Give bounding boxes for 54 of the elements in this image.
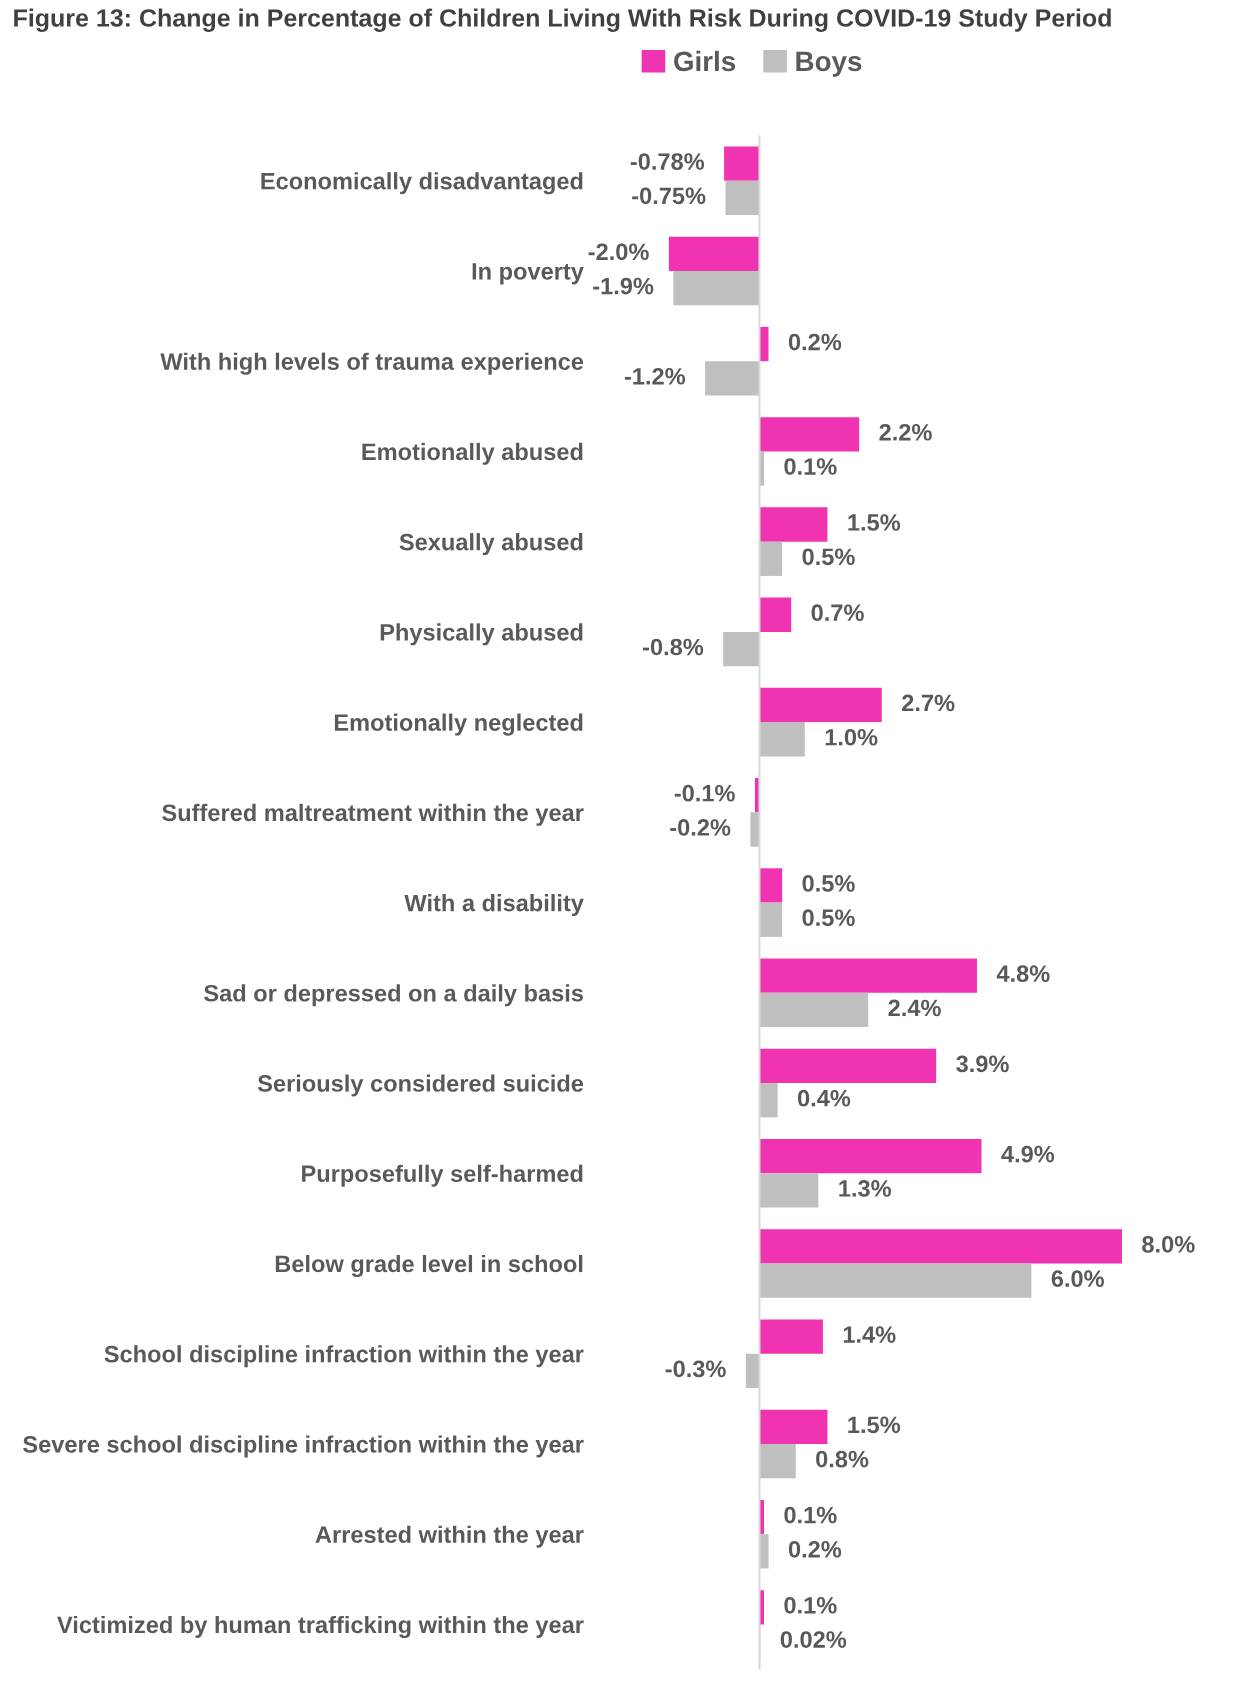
data-label: 0.1% [784, 1596, 837, 1614]
data-label: 2.7% [902, 694, 955, 712]
data-label: 0.1% [784, 1506, 837, 1524]
y-tick-label: Severe school discipline infraction within the year [23, 1435, 584, 1458]
data-label: 0.2% [788, 333, 842, 351]
data-label: 1.5% [848, 514, 901, 531]
data-label: 1.3% [839, 1180, 892, 1197]
legend-label: Girls [674, 50, 736, 72]
y-tick-label: Victimized by human trafficking within the year [57, 1615, 584, 1639]
data-label: -1.2% [624, 367, 686, 385]
y-tick-label: Purposefully self-harmed [302, 1164, 583, 1187]
data-label: -0.2% [670, 819, 731, 836]
data-label: 3.9% [956, 1055, 1009, 1073]
data-label: 2.4% [888, 999, 941, 1017]
data-label: 1.0% [825, 728, 878, 746]
data-label: 0.4% [797, 1089, 851, 1107]
y-tick-label: With a disability [404, 894, 584, 917]
y-tick-label: Sexually abused [399, 533, 583, 556]
data-label: 6.0% [1051, 1270, 1104, 1288]
legend-label: Boys [796, 51, 862, 77]
data-label: 2.2% [879, 423, 932, 441]
data-label: 0.5% [802, 909, 855, 927]
data-label: 0.5% [802, 875, 855, 892]
data-label: 1.5% [848, 1416, 901, 1434]
data-label: -1.9% [593, 277, 654, 295]
y-tick-label: Economically disadvantaged [261, 172, 583, 195]
y-tick-label: With high levels of trauma experience [160, 352, 584, 375]
y-tick-label: Below grade level in school [275, 1254, 583, 1278]
data-label: 0.7% [811, 604, 864, 622]
data-label: 4.8% [996, 965, 1050, 983]
y-tick-label: In poverty [472, 263, 584, 285]
data-label: 8.0% [1142, 1236, 1195, 1253]
data-label: 4.9% [1001, 1145, 1055, 1163]
data-label: 0.5% [802, 548, 855, 566]
y-tick-label: Suffered maltreatment within the year [162, 803, 584, 826]
y-tick-label: Emotionally abused [362, 442, 583, 465]
chart-title: Figure 13: Change in Percentage of Children Living With Risk During COVID-19 Study Period [14, 8, 1111, 32]
data-label: -0.1% [674, 784, 735, 802]
data-label: 0.2% [788, 1540, 842, 1558]
data-label: -0.3% [665, 1360, 726, 1378]
data-label: -0.78% [630, 153, 705, 170]
y-tick-label: Seriously considered suicide [257, 1074, 584, 1097]
data-label: -2.0% [588, 243, 649, 261]
y-tick-label: School discipline infraction within the year [104, 1345, 584, 1368]
data-label: 0.02% [780, 1631, 847, 1648]
data-label: 0.1% [784, 458, 837, 475]
data-label: -0.8% [643, 638, 704, 656]
data-label: 0.8% [816, 1450, 869, 1468]
y-tick-label: Physically abused [380, 623, 583, 646]
y-tick-label: Emotionally neglected [334, 713, 583, 736]
y-tick-label: Sad or depressed on a daily basis [204, 984, 583, 1007]
y-tick-label: Arrested within the year [315, 1525, 584, 1548]
data-label: -0.75% [632, 187, 706, 205]
data-label: 1.4% [843, 1326, 896, 1343]
